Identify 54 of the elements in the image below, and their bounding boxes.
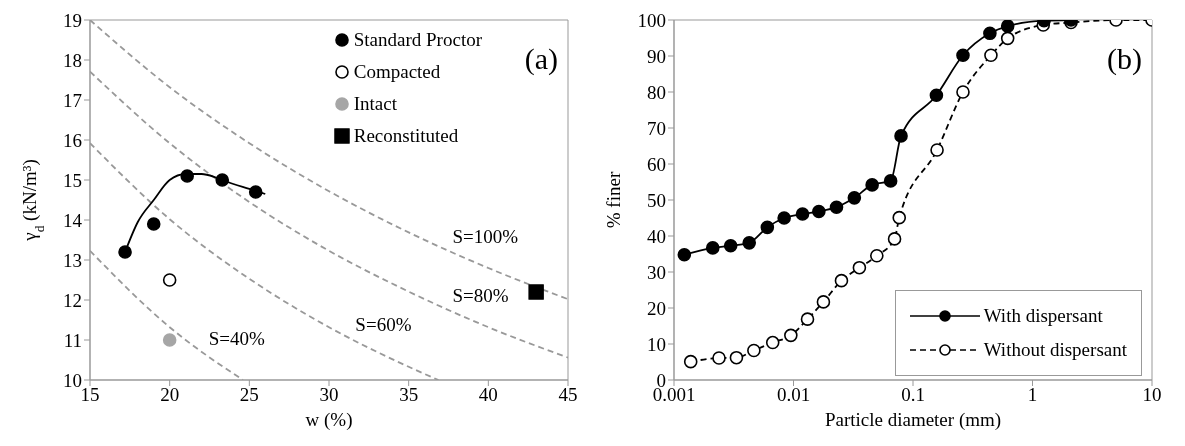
point [215, 173, 230, 187]
point [162, 333, 177, 347]
x-tick-label: 35 [399, 384, 419, 406]
point [248, 185, 263, 199]
y-tick-label: 90 [647, 45, 666, 67]
y-tick-label: 30 [647, 261, 666, 283]
series-label: S=80% [452, 285, 509, 307]
legend-label: Without dispersant [983, 339, 1127, 361]
y-tick-label: 20 [647, 297, 666, 319]
y-tick-label: 40 [647, 225, 666, 247]
series-label: S=100% [452, 226, 519, 248]
legend-label: Reconstituted [353, 125, 459, 147]
point [528, 284, 544, 300]
y-tick-label: 70 [647, 117, 666, 139]
y-tick-label: 16 [63, 129, 82, 151]
point [118, 245, 132, 259]
x-tick-label: 45 [558, 384, 578, 406]
x-tick-label: 40 [478, 384, 498, 406]
legend-label: With dispersant [983, 305, 1103, 327]
legend-label: Intact [353, 93, 398, 115]
x-axis-title: w (%) [305, 409, 353, 431]
y-tick-label: 60 [647, 153, 666, 175]
y-tick-label: 17 [63, 89, 82, 111]
y-tick-label: 14 [63, 209, 83, 231]
annotation: (b) [1107, 42, 1142, 76]
x-axis-title: Particle diameter (mm) [824, 409, 1002, 431]
point [146, 217, 161, 231]
x-tick-label: 30 [319, 384, 339, 406]
series-label: S=60% [355, 314, 412, 336]
x-tick-label: 25 [239, 384, 259, 406]
x-tick-label: 0.01 [776, 384, 811, 406]
y-axis-title: % finer [603, 171, 624, 229]
y-tick-label: 10 [647, 333, 666, 355]
x-tick-label: 20 [160, 384, 180, 406]
x-tick-label: 0.1 [901, 384, 925, 406]
legend-label: Standard Proctor [353, 29, 482, 51]
point [180, 169, 194, 183]
y-tick-label: 10 [63, 369, 82, 391]
y-tick-label: 15 [63, 169, 82, 191]
point [162, 273, 177, 287]
annotation: (a) [524, 42, 558, 76]
legend-label: Compacted [353, 61, 441, 83]
x-tick-label: 15 [80, 384, 100, 406]
y-tick-label: 19 [63, 9, 82, 31]
y-tick-label: 50 [647, 189, 666, 211]
y-tick-label: 100 [637, 9, 666, 31]
y-tick-label: 12 [63, 289, 82, 311]
y-tick-label: 11 [63, 329, 82, 351]
x-tick-label: 1 [1027, 384, 1038, 406]
y-tick-label: 18 [63, 49, 82, 71]
y-tick-label: 80 [647, 81, 666, 103]
y-tick-label: 13 [63, 249, 82, 271]
series-label: S=40% [208, 328, 265, 350]
x-tick-label: 10 [1142, 384, 1162, 406]
